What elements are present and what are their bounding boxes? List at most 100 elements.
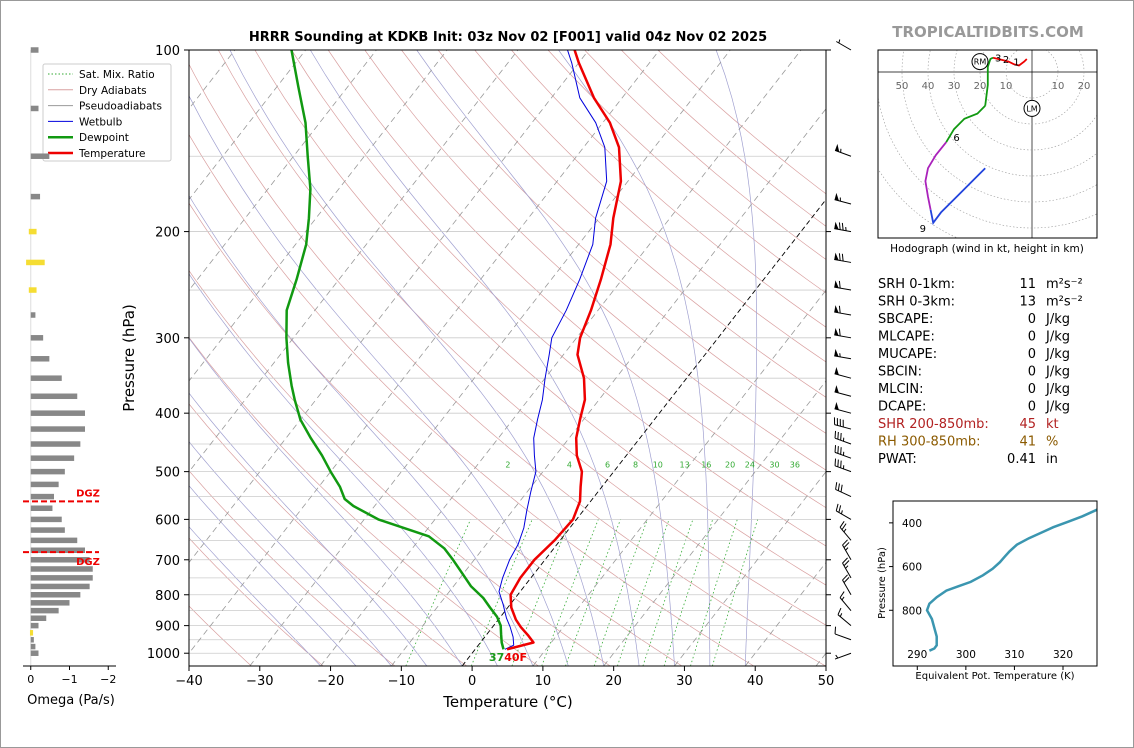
barb-full — [834, 445, 837, 453]
stat-unit: kt — [1046, 417, 1059, 432]
moist-adiabat — [189, 526, 321, 666]
y-tick-label: 400 — [155, 407, 180, 422]
barb-staff — [834, 286, 852, 291]
barb-full — [841, 222, 844, 231]
y-tick-label: 500 — [155, 466, 180, 481]
mixing-ratio-label: 36 — [790, 461, 800, 470]
dry-adiabat — [189, 133, 754, 666]
stat-value: 0 — [1028, 330, 1036, 345]
barb-half — [838, 39, 841, 44]
dry-adiabat — [189, 336, 539, 666]
sounding-indices: SRH 0-1km: 11 m²s⁻² SRH 0-3km: 13 m²s⁻² SBCAPE… — [878, 277, 1083, 467]
omega-bar — [30, 575, 93, 581]
stat-label: SHR 200-850mb: — [878, 417, 989, 432]
barb-half — [840, 510, 843, 515]
moist-adiabat — [189, 485, 357, 666]
barb-full — [834, 430, 837, 439]
hodo-ring — [927, 50, 1097, 177]
wind-barb — [834, 327, 852, 339]
stat-unit: % — [1046, 435, 1058, 450]
isotherm — [532, 289, 826, 666]
hodo-height-label: 9 — [920, 224, 926, 235]
stat-value: 11 — [1019, 277, 1036, 292]
omega-tick-label: 0 — [27, 673, 34, 686]
barb-full — [843, 542, 850, 549]
dewpoint-line — [285, 50, 505, 650]
moist-adiabat — [416, 50, 675, 666]
isotherm — [603, 380, 826, 666]
isotherm — [249, 50, 731, 666]
barb-full — [838, 305, 841, 314]
dry-adiabat — [474, 50, 826, 363]
omega-bar — [30, 547, 85, 554]
theta-x-tick-label: 320 — [1053, 649, 1073, 661]
mixing-ratio-line — [690, 519, 738, 666]
wind-barb — [834, 445, 852, 459]
barb-full — [837, 483, 840, 491]
barb-full — [834, 458, 837, 466]
x-tick-label: −30 — [246, 674, 273, 689]
surface-temperature-label: 3740F — [489, 651, 527, 664]
mixing-ratio-label: 20 — [725, 461, 735, 470]
omega-bar — [30, 516, 62, 523]
wind-barb — [834, 280, 852, 291]
barb-full — [835, 482, 838, 490]
wind-barb — [839, 591, 852, 611]
barb-half — [845, 565, 849, 569]
stat-label: SRH 0-1km: — [878, 277, 955, 292]
storm-motion-label: RM — [974, 58, 987, 67]
wind-barb — [834, 402, 852, 414]
chart-title: HRRR Sounding at KDKB Init: 03z Nov 02 [… — [249, 30, 767, 45]
site-watermark: TROPICALTIDBITS.COM — [892, 23, 1084, 41]
omega-bar — [30, 583, 90, 590]
barb-full — [842, 539, 848, 546]
mixing-ratio-label: 16 — [701, 461, 711, 470]
moist-adiabat — [310, 50, 640, 666]
omega-bar — [30, 537, 78, 544]
omega-bar — [30, 375, 62, 381]
y-tick-label: 800 — [155, 589, 180, 604]
omega-bar — [30, 105, 39, 112]
legend: Sat. Mix. Ratio Dry Adiabats Pseudoadiabat… — [42, 63, 172, 162]
stat-value: 0 — [1028, 400, 1036, 415]
mixing-ratio-line — [712, 519, 759, 666]
wind-barb — [833, 417, 852, 430]
dry-adiabat — [437, 50, 826, 398]
wind-barb — [834, 430, 852, 445]
theta-y-tick-label: 400 — [902, 518, 922, 530]
hodo-ring-label: 10 — [1052, 81, 1065, 92]
omega-bar — [30, 47, 39, 53]
barb-full — [839, 521, 845, 528]
wind-barb — [834, 385, 852, 397]
hodo-segment — [929, 167, 986, 225]
mixing-ratio-line — [470, 519, 533, 666]
theta-e-profile — [925, 508, 1097, 652]
barb-full — [842, 574, 848, 581]
barb-full — [837, 431, 839, 440]
omega-panel: 0 −1 −2 Omega (Pa/s) DGZ DGZ — [23, 47, 116, 708]
barb-flag — [834, 305, 839, 313]
wind-barb — [842, 539, 852, 561]
hodo-ring-label: 10 — [1000, 81, 1013, 92]
stat-value: 0.41 — [1007, 452, 1036, 467]
omega-bar — [30, 153, 50, 159]
dry-adiabat — [217, 50, 826, 626]
mixing-ratio-label: 2 — [505, 461, 510, 470]
omega-bar — [30, 622, 39, 629]
omega-bar — [30, 527, 65, 533]
omega-bar — [30, 312, 36, 318]
omega-bar — [30, 607, 59, 614]
omega-bar — [30, 566, 93, 572]
isotherm — [391, 108, 826, 666]
x-tick-label: 10 — [535, 674, 552, 689]
skewt-grid — [189, 50, 826, 666]
omega-bar — [30, 393, 78, 400]
x-tick-label: 20 — [605, 674, 622, 689]
skewt-axes: −40 −30 −20 −10 0 10 20 30 40 50 100 200 300 400 500 60… — [147, 44, 834, 689]
moist-adiabat — [558, 50, 711, 666]
barb-flag — [834, 192, 839, 201]
isotherm — [189, 50, 448, 382]
isotherm — [189, 50, 377, 291]
isotherm — [674, 471, 826, 666]
legend-label: Temperature — [78, 148, 146, 160]
